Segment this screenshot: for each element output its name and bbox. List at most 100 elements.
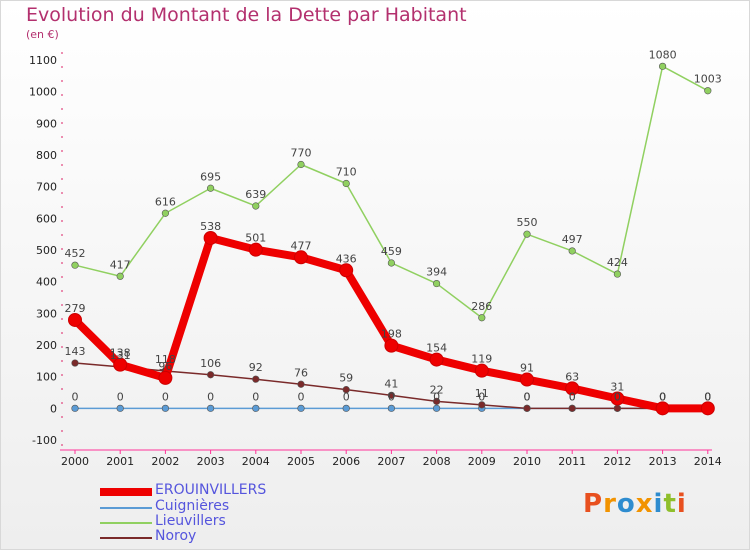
data-label-erouinvillers: 0 — [659, 390, 666, 403]
data-label-erouinvillers: 0 — [704, 390, 711, 403]
data-label-lieuvillers: 1080 — [649, 48, 677, 61]
data-point-lieuvillers — [387, 259, 396, 267]
data-point-cuignieres — [252, 404, 260, 412]
data-label-noroy: 0 — [704, 390, 711, 403]
data-point-cuignieres — [387, 404, 396, 412]
x-tick-label: 2009 — [468, 455, 496, 468]
data-label-cuignieres: 0 — [72, 390, 79, 403]
data-label-cuignieres: 0 — [298, 390, 305, 403]
data-point-noroy — [252, 375, 260, 383]
x-tick-label: 2011 — [558, 455, 586, 468]
y-tick-label: 100 — [36, 371, 57, 384]
logo-letter: r — [603, 489, 617, 519]
data-label-erouinvillers: 477 — [291, 239, 312, 252]
data-label-noroy: 92 — [249, 361, 263, 374]
data-label-lieuvillers: 459 — [381, 245, 402, 258]
data-label-erouinvillers: 436 — [336, 252, 357, 265]
x-tick-label: 2013 — [649, 455, 677, 468]
data-point-erouinvillers — [203, 230, 218, 245]
data-label-noroy: 131 — [110, 349, 131, 362]
data-label-lieuvillers: 286 — [471, 300, 492, 313]
data-point-lieuvillers — [478, 314, 486, 322]
data-label-erouinvillers: 119 — [471, 353, 492, 366]
data-point-erouinvillers — [248, 242, 263, 257]
logo-letter: t — [663, 489, 677, 519]
data-point-cuignieres — [297, 404, 305, 412]
data-point-erouinvillers — [158, 370, 173, 385]
data-label-cuignieres: 0 — [117, 390, 124, 403]
data-label-noroy: 118 — [155, 353, 176, 366]
data-point-erouinvillers — [565, 381, 580, 396]
data-label-erouinvillers: 31 — [610, 381, 624, 394]
x-tick-label: 2008 — [423, 455, 451, 468]
data-label-noroy: 22 — [430, 383, 444, 396]
data-label-cuignieres: 0 — [388, 390, 395, 403]
data-label-cuignieres: 0 — [659, 390, 666, 403]
data-point-lieuvillers — [297, 160, 305, 169]
data-label-erouinvillers: 138 — [110, 347, 131, 360]
data-point-noroy — [297, 380, 305, 388]
x-tick-label: 2000 — [61, 455, 89, 468]
logo-letter: i — [653, 489, 664, 519]
x-tick-label: 2001 — [106, 455, 134, 468]
data-point-cuignieres — [433, 404, 441, 412]
x-tick-label: 2005 — [287, 455, 315, 468]
data-point-noroy — [568, 404, 576, 412]
data-point-lieuvillers — [613, 270, 622, 278]
data-label-cuignieres: 0 — [704, 390, 711, 403]
data-label-noroy: 11 — [475, 387, 489, 400]
y-tick-label: 900 — [36, 117, 57, 130]
legend-label-noroy: Noroy — [155, 528, 197, 544]
data-label-noroy: 106 — [200, 357, 221, 370]
data-label-lieuvillers: 417 — [110, 258, 131, 271]
legend-label-erouinvillers: EROUINVILLERS — [155, 482, 267, 498]
data-label-cuignieres: 0 — [524, 390, 531, 403]
data-label-cuignieres: 0 — [162, 390, 169, 403]
data-point-cuignieres — [161, 404, 169, 412]
data-point-noroy — [387, 391, 396, 399]
x-tick-label: 2012 — [603, 455, 631, 468]
logo-letter: i — [676, 489, 687, 519]
data-label-erouinvillers: 538 — [200, 220, 221, 233]
data-label-noroy: 0 — [614, 390, 621, 403]
data-label-cuignieres: 0 — [614, 390, 621, 403]
y-tick-label: 400 — [36, 276, 57, 289]
proxiti-logo: Proxiti — [583, 489, 687, 519]
data-point-noroy — [433, 397, 441, 405]
data-point-lieuvillers — [433, 279, 441, 288]
data-label-lieuvillers: 452 — [65, 247, 86, 260]
data-point-erouinvillers — [384, 338, 399, 353]
x-tick-label: 2014 — [694, 455, 722, 468]
data-label-erouinvillers: 91 — [520, 362, 534, 375]
data-label-erouinvillers: 501 — [245, 232, 266, 245]
chart-title: Evolution du Montant de la Dette par Hab… — [26, 4, 467, 26]
data-label-lieuvillers: 1003 — [694, 73, 722, 86]
data-label-cuignieres: 0 — [252, 390, 259, 403]
data-label-cuignieres: 0 — [569, 390, 576, 403]
data-point-lieuvillers — [704, 87, 712, 95]
data-point-noroy — [613, 404, 622, 412]
data-label-cuignieres: 0 — [207, 390, 214, 403]
y-tick-label: 300 — [36, 307, 57, 320]
data-label-noroy: 143 — [65, 345, 86, 358]
x-tick-label: 2004 — [242, 455, 270, 468]
y-tick-label: 1000 — [29, 86, 57, 99]
y-tick-label: 0 — [50, 402, 57, 415]
data-point-erouinvillers — [68, 312, 82, 327]
data-point-erouinvillers — [113, 357, 128, 372]
data-point-lieuvillers — [658, 62, 667, 70]
data-point-lieuvillers — [161, 209, 169, 217]
data-label-noroy: 76 — [294, 366, 308, 379]
data-label-lieuvillers: 710 — [336, 166, 357, 179]
legend-swatch-erouinvillers — [100, 488, 152, 496]
data-label-lieuvillers: 497 — [562, 233, 583, 246]
data-point-noroy — [523, 404, 531, 412]
x-tick-label: 2010 — [513, 455, 541, 468]
data-label-erouinvillers: 154 — [426, 342, 447, 355]
y-tick-label: 1100 — [29, 54, 57, 67]
y-tick-label: 200 — [36, 339, 57, 352]
data-label-cuignieres: 0 — [433, 390, 440, 403]
data-label-cuignieres: 0 — [343, 390, 350, 403]
data-point-erouinvillers — [610, 391, 625, 406]
